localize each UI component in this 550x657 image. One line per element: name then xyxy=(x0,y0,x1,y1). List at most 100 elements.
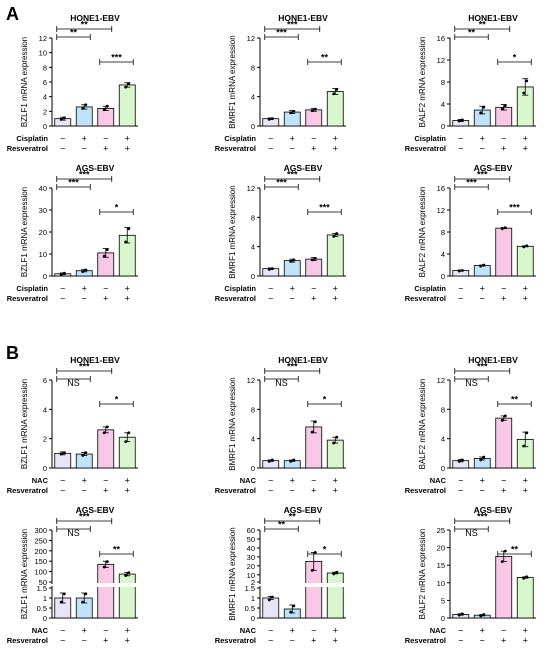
bar xyxy=(75,106,93,127)
treatment-sign: + xyxy=(290,284,295,294)
treatment-sign: − xyxy=(458,284,463,294)
data-point xyxy=(289,259,293,263)
y-tick-label: 12 xyxy=(437,376,445,385)
sig-label: *** xyxy=(287,20,298,30)
treatment-sign: − xyxy=(458,486,463,496)
treatment-label: Resveratrol xyxy=(7,636,48,645)
y-tick-label: 0 xyxy=(43,464,47,473)
sig-label: *** xyxy=(477,362,488,372)
chart-1: 0 2 4 6 8 10 12 HONE1-EBV BZLF1 mRNA expression *… xyxy=(7,13,138,154)
treatment-label: NAC xyxy=(240,476,257,485)
bar xyxy=(516,245,534,277)
treatment-sign: − xyxy=(268,144,273,154)
data-point xyxy=(84,268,88,272)
sig-label: NS xyxy=(465,528,478,538)
data-point xyxy=(62,116,66,120)
chart-title: HONE1-EBV xyxy=(70,13,120,23)
treatment-label: Cisplatin xyxy=(224,134,256,143)
data-point xyxy=(105,560,109,564)
data-point xyxy=(310,568,314,572)
y-tick-label: 4 xyxy=(441,250,445,259)
y-tick-label: 0 xyxy=(43,272,47,281)
bar xyxy=(305,258,323,277)
data-point xyxy=(81,600,85,604)
chart-title: HONE1-EBV xyxy=(278,13,328,23)
treatment-sign: − xyxy=(458,144,463,154)
y-axis-label: BALF2 mRNA expression xyxy=(418,187,427,278)
treatment-sign: + xyxy=(501,486,506,496)
y-tick-label: 0 xyxy=(251,272,255,281)
treatment-sign: − xyxy=(60,284,65,294)
sig-label: ** xyxy=(468,28,476,38)
y-tick-label: 4 xyxy=(43,93,47,102)
sig-label: ** xyxy=(278,520,286,530)
sig-label: *** xyxy=(287,362,298,372)
sig-label: ** xyxy=(479,20,487,30)
panel-b-label: B xyxy=(6,343,19,363)
y-tick-label: 20 xyxy=(39,228,47,237)
data-point xyxy=(479,264,483,268)
chart-7: 0 2 4 6 HONE1-EBV BZLF1 mRNA expression *** NS *… xyxy=(7,355,138,496)
treatment-sign: + xyxy=(125,284,130,294)
bar xyxy=(473,265,491,277)
chart-title: HONE1-EBV xyxy=(70,355,120,365)
treatment-sign: + xyxy=(480,476,485,486)
y-tick-label: 12 xyxy=(39,34,47,43)
treatment-sign: − xyxy=(268,284,273,294)
axis-break-gap xyxy=(96,583,115,587)
treatment-sign: + xyxy=(103,294,108,304)
sig-label: * xyxy=(323,395,327,405)
treatment-sign: + xyxy=(103,636,108,646)
y-tick-label: 0.5 xyxy=(245,604,255,613)
treatment-sign: − xyxy=(290,144,295,154)
bar xyxy=(97,563,115,619)
chart-title: AGS-EBV xyxy=(284,163,323,173)
treatment-sign: + xyxy=(333,144,338,154)
data-point xyxy=(310,430,314,434)
y-tick-label: 150 xyxy=(34,557,47,566)
y-tick-label: 0 xyxy=(441,464,445,473)
data-point xyxy=(482,105,486,109)
data-point xyxy=(482,613,486,616)
bar xyxy=(326,91,344,127)
treatment-sign: − xyxy=(458,476,463,486)
treatment-sign: + xyxy=(103,486,108,496)
y-tick-label: 10 xyxy=(39,49,47,58)
y-tick-label: 300 xyxy=(34,526,47,535)
chart-title: HONE1-EBV xyxy=(468,13,518,23)
treatment-sign: + xyxy=(311,486,316,496)
y-tick-label: 1.5 xyxy=(245,584,255,593)
treatment-label: Cisplatin xyxy=(414,134,446,143)
y-tick-label: 20 xyxy=(247,562,255,571)
sig-label: *** xyxy=(79,512,90,522)
data-point xyxy=(332,572,336,576)
data-point xyxy=(292,109,296,113)
y-tick-label: 40 xyxy=(247,544,255,553)
treatment-sign: − xyxy=(103,476,108,486)
treatment-sign: − xyxy=(311,134,316,144)
y-tick-label: 12 xyxy=(247,184,255,193)
treatment-sign: + xyxy=(82,134,87,144)
data-point xyxy=(270,117,274,121)
treatment-sign: − xyxy=(60,626,65,636)
data-point xyxy=(500,227,504,231)
y-tick-label: 0 xyxy=(441,614,445,623)
y-tick-label: 1 xyxy=(251,594,255,603)
sig-label: *** xyxy=(79,170,90,180)
treatment-sign: − xyxy=(60,476,65,486)
data-point xyxy=(84,592,88,596)
treatment-sign: − xyxy=(458,294,463,304)
data-point xyxy=(124,240,128,244)
data-point xyxy=(102,431,106,435)
treatment-label: NAC xyxy=(430,476,447,485)
treatment-sign: − xyxy=(82,486,87,496)
data-point xyxy=(267,118,271,121)
data-point xyxy=(525,575,529,579)
y-tick-label: 250 xyxy=(34,536,47,545)
data-point xyxy=(522,576,526,580)
bar xyxy=(326,234,344,277)
data-point xyxy=(81,454,85,457)
sig-label: *** xyxy=(276,28,287,38)
y-tick-label: 0 xyxy=(441,272,445,281)
treatment-sign: + xyxy=(523,134,528,144)
